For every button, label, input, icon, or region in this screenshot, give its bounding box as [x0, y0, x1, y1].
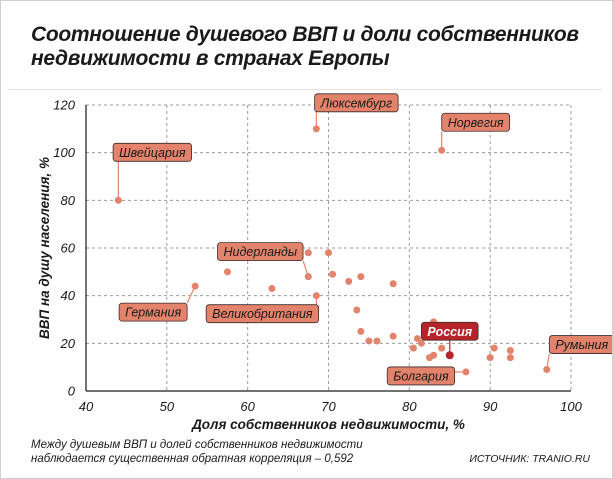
- y-tick-label: 120: [53, 98, 75, 113]
- x-tick-label: 100: [560, 399, 582, 414]
- country-label-box: [441, 112, 511, 132]
- x-tick-label: 80: [402, 399, 417, 414]
- source-credit: ИСТОЧНИК: TRANIO.RU: [469, 453, 590, 465]
- country-label-box: [314, 93, 399, 113]
- data-point: [417, 339, 425, 347]
- data-point: [357, 273, 365, 281]
- country-label-box: [118, 302, 188, 322]
- country-label-box: [420, 321, 479, 341]
- data-point: [312, 125, 320, 133]
- tick-labels: 40 50 60 70 80 90 100 0 20 40 60 80 100 120: [53, 98, 582, 415]
- y-tick-label: 60: [61, 241, 76, 256]
- data-point: [438, 146, 446, 154]
- y-tick-label: 20: [60, 336, 76, 351]
- data-point: [373, 337, 381, 345]
- x-axis-title: Доля собственников недвижимости, %: [191, 417, 465, 432]
- country-label-text: Великобритания: [212, 307, 313, 321]
- data-point: [325, 249, 332, 257]
- data-point: [438, 344, 446, 352]
- country-label-text: Швейцария: [119, 146, 186, 160]
- data-point: [268, 285, 276, 293]
- data-point: [506, 354, 514, 362]
- axes: [85, 105, 571, 392]
- data-point: [543, 366, 551, 374]
- data-point: [389, 280, 397, 288]
- chart-title: Соотношение душевого ВВП и доли собствен…: [31, 23, 579, 70]
- country-label-box: [112, 142, 192, 162]
- y-tick-label: 80: [61, 193, 76, 208]
- data-point: [413, 335, 421, 343]
- data-points: [114, 125, 551, 376]
- data-point: [506, 346, 514, 354]
- data-point: [329, 270, 337, 278]
- y-tick-label: 100: [53, 145, 75, 160]
- country-label-box: [386, 366, 456, 386]
- country-label-text: Румыния: [555, 338, 608, 352]
- y-tick-label: 0: [68, 384, 76, 399]
- x-tick-label: 90: [483, 399, 498, 414]
- data-point: [312, 292, 320, 300]
- highlight-point: [445, 351, 454, 360]
- data-point: [389, 332, 397, 340]
- country-label-text: Болгария: [393, 369, 449, 383]
- data-point: [486, 354, 494, 362]
- data-point: [223, 268, 231, 276]
- data-point: [462, 368, 470, 376]
- country-label-text: Люксембург: [320, 96, 392, 110]
- data-point: [365, 337, 373, 345]
- data-point: [490, 344, 498, 352]
- y-axis-title: ВВП на душу населения, %: [37, 157, 52, 339]
- country-label-text: Норвегия: [448, 116, 504, 130]
- x-tick-label: 60: [240, 399, 255, 414]
- data-point: [114, 196, 122, 204]
- correlation-note: Между душевым ВВП и долей собственников …: [31, 439, 363, 465]
- data-point: [345, 277, 353, 285]
- header-block: [9, 9, 602, 90]
- country-label-text: Германия: [125, 306, 181, 320]
- data-point: [409, 344, 417, 352]
- country-label-box: [548, 335, 612, 354]
- country-label-box: [205, 304, 319, 324]
- x-tick-label: 40: [79, 399, 94, 414]
- country-labels: Швейцария Люксембург Норвегия Нидерланды Гер…: [112, 93, 612, 386]
- country-label-text: Россия: [427, 325, 472, 339]
- data-point: [304, 273, 312, 281]
- x-tick-label: 70: [321, 399, 336, 414]
- data-point: [353, 306, 361, 314]
- x-tick-label: 50: [160, 399, 175, 414]
- country-label-box: [217, 242, 304, 262]
- data-point: [430, 351, 438, 359]
- data-point: [304, 249, 312, 257]
- data-point: [191, 282, 199, 290]
- y-tick-label: 40: [61, 288, 76, 303]
- country-label-text: Нидерланды: [224, 245, 298, 259]
- data-point: [357, 327, 365, 335]
